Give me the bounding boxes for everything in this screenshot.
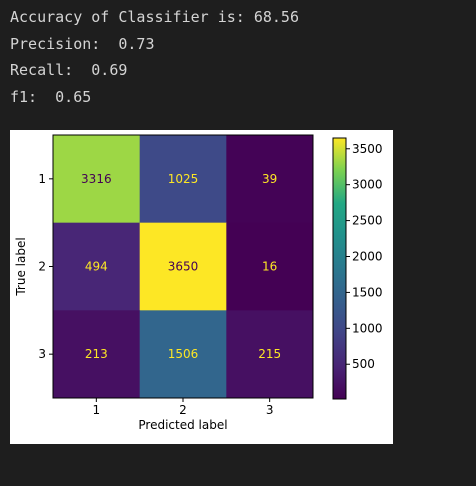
heatmap-cell [139,135,227,224]
heatmap-cell [53,135,141,224]
colorbar-tick-label: 2000 [352,250,383,264]
cell-value-label: 3650 [168,260,199,274]
colorbar-tick-label: 1500 [352,285,383,299]
colorbar-tick-label: 2500 [352,214,383,228]
cell-value-label: 3316 [81,172,112,186]
heatmap-cell [53,310,141,399]
y-tick-label: 3 [38,347,46,361]
accuracy-line: Accuracy of Classifier is: 68.56 [10,8,299,26]
y-axis-label: True label [14,237,28,296]
y-tick-label: 2 [38,260,46,274]
heatmap-cell [139,310,227,399]
cell-value-label: 215 [258,347,281,361]
cell-value-label: 494 [85,260,108,274]
colorbar-tick-label: 3500 [352,142,383,156]
cell-output: Accuracy of Classifier is: 68.56 Precisi… [10,4,299,110]
f1-line: f1: 0.65 [10,87,92,106]
heatmap-cell [139,222,227,311]
colorbar-tick-label: 3000 [352,178,383,192]
recall-line: Recall: 0.69 [10,61,128,79]
cell-value-label: 39 [262,172,277,186]
cell-value-label: 1506 [168,347,199,361]
cell-value-label: 213 [85,347,108,361]
x-tick-label: 3 [266,403,274,417]
y-tick-label: 1 [38,172,46,186]
heatmap-cell [226,310,314,399]
x-tick-label: 2 [179,403,187,417]
cell-value-label: 1025 [168,172,199,186]
cell-value-label: 16 [262,260,277,274]
x-axis-label: Predicted label [138,418,227,432]
confusion-matrix-chart: 3316 1025 39 494 3650 16 213 1506 215 1 2 3 1 2 3 Pr… [14,134,383,432]
heatmap-cell [226,222,314,311]
heatmap-cell [53,222,141,311]
colorbar-tick-label: 1000 [352,321,383,335]
colorbar-tick-label: 500 [352,357,375,371]
x-tick-label: 1 [93,403,101,417]
confusion-matrix-figure: 3316 1025 39 494 3650 16 213 1506 215 1 2 3 1 2 3 Pr… [10,130,393,444]
precision-line: Precision: 0.73 [10,34,155,53]
heatmap-cell [226,135,314,224]
colorbar [332,137,347,400]
